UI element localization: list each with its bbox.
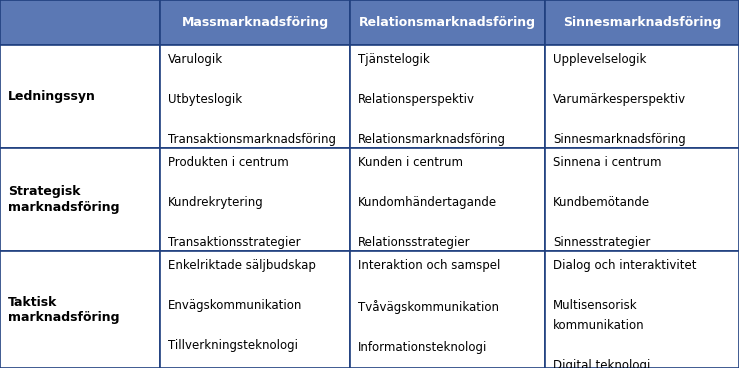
Bar [350, 251, 545, 368]
Bar [350, 148, 545, 251]
Bar [0, 0, 160, 45]
Bar [545, 148, 739, 251]
Bar [350, 45, 545, 148]
Bar [545, 0, 739, 45]
Bar [0, 148, 160, 251]
Bar [160, 251, 350, 368]
Text: Enkelriktade säljbudskap

Envägskommunikation

Tillverkningsteknologi: Enkelriktade säljbudskap Envägskommunika… [168, 259, 316, 352]
Text: Sinnena i centrum

Kundbemötande

Sinnesstrategier: Sinnena i centrum Kundbemötande Sinnesst… [553, 156, 661, 249]
Text: Taktisk
marknadsföring: Taktisk marknadsföring [8, 296, 120, 323]
Text: Varulogik

Utbyteslogik

Transaktionsmarknadsföring: Varulogik Utbyteslogik Transaktionsmarkn… [168, 53, 336, 146]
Text: Dialog och interaktivitet

Multisensorisk
kommunikation

Digital teknologi: Dialog och interaktivitet Multisensorisk… [553, 259, 696, 368]
Bar [160, 45, 350, 148]
Text: Sinnesmarknadsföring: Sinnesmarknadsföring [563, 16, 721, 29]
Text: Massmarknadsföring: Massmarknadsföring [182, 16, 329, 29]
Text: Kunden i centrum

Kundomhändertagande

Relationsstrategier: Kunden i centrum Kundomhändertagande Rel… [358, 156, 497, 249]
Text: Tjänstelogik

Relationsperspektiv

Relationsmarknadsföring: Tjänstelogik Relationsperspektiv Relatio… [358, 53, 506, 146]
Text: Interaktion och samspel

Tvåvägskommunikation

Informationsteknologi: Interaktion och samspel Tvåvägskommunika… [358, 259, 500, 354]
Text: Strategisk
marknadsföring: Strategisk marknadsföring [8, 185, 120, 213]
Bar [350, 0, 545, 45]
Bar [160, 0, 350, 45]
Bar [0, 251, 160, 368]
Bar [545, 45, 739, 148]
Text: Relationsmarknadsföring: Relationsmarknadsföring [359, 16, 536, 29]
Text: Produkten i centrum

Kundrekrytering

Transaktionsstrategier: Produkten i centrum Kundrekrytering Tran… [168, 156, 301, 249]
Bar [160, 148, 350, 251]
Bar [545, 251, 739, 368]
Text: Ledningssyn: Ledningssyn [8, 90, 96, 103]
Text: Upplevelselogik

Varumärkesperspektiv

Sinnesmarknadsföring: Upplevelselogik Varumärkesperspektiv Sin… [553, 53, 686, 146]
Bar [0, 45, 160, 148]
